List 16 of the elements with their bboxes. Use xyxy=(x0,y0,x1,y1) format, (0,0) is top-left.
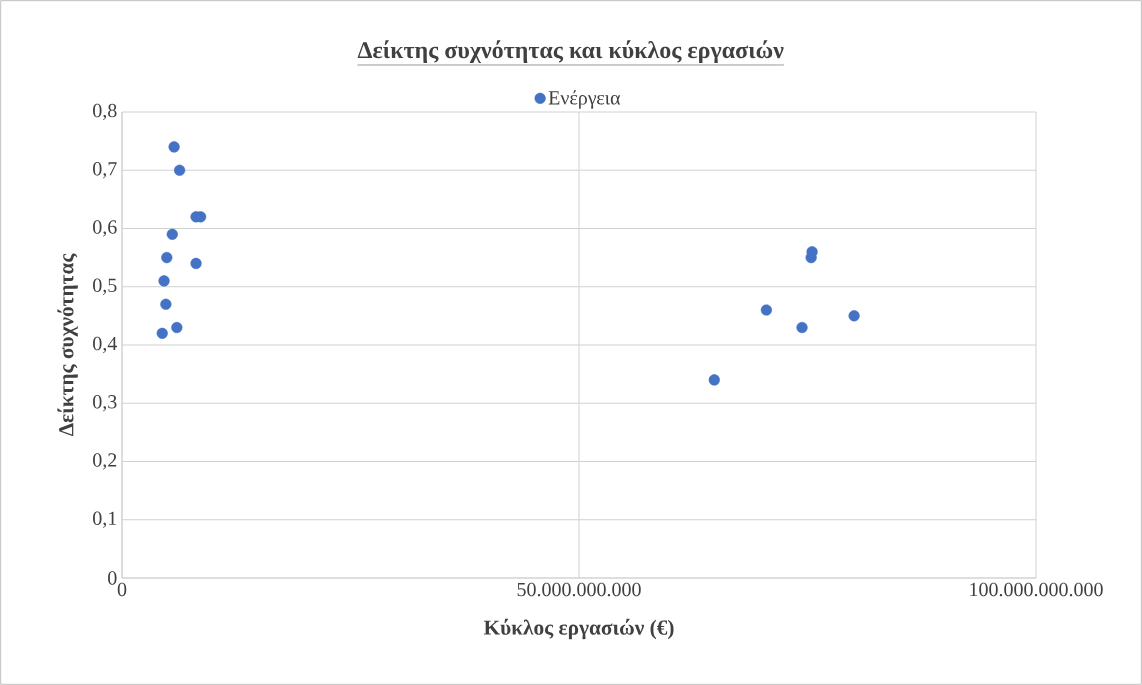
y-tick-label: 0,6 xyxy=(93,220,117,237)
x-tick-label: 50.000.000.000 xyxy=(517,582,641,597)
y-tick-label: 0,8 xyxy=(93,103,117,121)
y-tick-label: 0,3 xyxy=(93,395,117,412)
y-tick-label: 0,2 xyxy=(93,453,117,470)
y-axis-title: Δείκτης συχνότητας xyxy=(57,253,78,437)
y-tick-label: 0,4 xyxy=(93,336,117,354)
x-axis-title: Κύκλος εργασιών (€) xyxy=(483,618,674,640)
y-tick-label: 0,7 xyxy=(93,162,117,179)
y-tick-label: 0,1 xyxy=(93,511,117,528)
x-tick-label: 100.000.000.000 xyxy=(970,582,1103,597)
y-tick-label: 0 xyxy=(108,571,117,585)
chart-title: Δείκτης συχνότητας και κύκλος εργασιών xyxy=(357,40,784,64)
x-tick-label: 0 xyxy=(117,582,127,597)
legend-label: Ενέργεια xyxy=(548,90,621,109)
y-tick-label: 0,5 xyxy=(93,278,117,295)
